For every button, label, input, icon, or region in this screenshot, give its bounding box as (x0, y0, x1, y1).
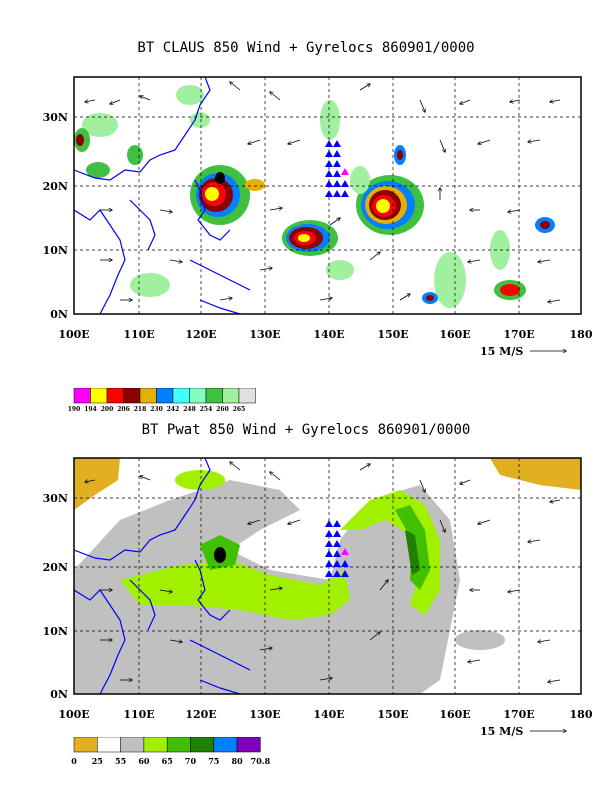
top-colorbar-swatch (90, 388, 108, 404)
bottom-lon-label: 140E (313, 708, 344, 721)
top-colorbar-label: 254 (200, 406, 213, 412)
top-panel-title: BT CLAUS 850 Wind + Gyrelocs 860901/0000 (137, 40, 475, 56)
bottom-colorbar-label: 70.8 (251, 756, 271, 766)
bottom-colorbar-label: 70 (185, 756, 197, 766)
bottom-lon-label: 160E (439, 708, 470, 721)
top-wind-vectors (85, 82, 561, 302)
top-lon-label: 100E (58, 328, 89, 341)
bottom-shading (74, 458, 581, 694)
top-colorbar-swatch (106, 388, 124, 404)
top-colorbar-swatch (205, 388, 223, 404)
bottom-colorbar: 0 25 55 60 65 70 75 80 70.8 (71, 737, 271, 766)
top-lon-label: 130E (249, 328, 280, 341)
top-colorbar-swatch (139, 388, 157, 404)
top-map-frame (73, 76, 582, 315)
top-lat-label: 10N (43, 244, 68, 257)
bottom-map-frame (73, 457, 582, 695)
bottom-lon-label: 120E (185, 708, 216, 721)
bottom-lon-label: 180 (570, 708, 593, 721)
top-colorbar-label: 248 (183, 406, 196, 412)
bottom-gyre-markers (325, 520, 349, 577)
top-vector-scale-label: 15 M/S (480, 345, 523, 358)
top-lon-label: 150E (377, 328, 408, 341)
top-colorbar-swatch (123, 388, 141, 404)
top-colorbar-label: 242 (167, 406, 180, 412)
top-gyre-markers (325, 140, 349, 197)
bottom-coastline (74, 458, 251, 694)
bottom-lat-labels: 30N 20N 10N 0N (43, 492, 68, 701)
top-lon-label: 140E (313, 328, 344, 341)
bottom-colorbar-swatch (97, 737, 121, 753)
bottom-lat-label: 10N (43, 625, 68, 638)
bottom-colorbar-swatch (166, 737, 191, 753)
bottom-lon-label: 150E (377, 708, 408, 721)
bottom-lat-label: 0N (50, 688, 68, 701)
bottom-colorbar-swatch (236, 737, 261, 753)
top-lon-labels: 100E 110E 120E 130E 140E 150E 160E 170E … (58, 328, 593, 341)
top-colorbar-swatch (222, 388, 240, 404)
bottom-colorbar-swatch (143, 737, 168, 753)
top-lon-label: 160E (439, 328, 470, 341)
top-lat-label: 30N (43, 111, 68, 124)
top-colorbar-swatch (189, 388, 207, 404)
bottom-lon-label: 110E (123, 708, 154, 721)
top-lat-labels: 30N 20N 10N 0N (43, 111, 68, 321)
top-lat-label: 20N (43, 180, 68, 193)
top-colorbar-label: 190 (68, 406, 81, 412)
top-colorbar-swatch (156, 388, 174, 404)
top-lon-label: 180 (570, 328, 593, 341)
bottom-colorbar-swatch (213, 737, 238, 753)
top-lat-label: 0N (50, 308, 68, 321)
top-colorbar: 190 194 200 206 218 230 242 248 254 260 265 (68, 388, 256, 412)
bottom-lon-labels: 100E 110E 120E 130E 140E 150E 160E 170E … (58, 708, 593, 721)
top-colorbar-label: 218 (134, 406, 147, 412)
top-colorbar-swatch (73, 388, 91, 404)
bottom-colorbar-swatch (190, 737, 215, 753)
top-colorbar-label: 200 (101, 406, 114, 412)
top-colorbar-label: 194 (84, 406, 97, 412)
bottom-colorbar-label: 0 (71, 756, 77, 766)
bottom-colorbar-label: 65 (162, 756, 173, 766)
bottom-map: 30N 20N 10N 0N 100E 110E 120E 130E 140E … (43, 457, 593, 738)
bottom-panel-title: BT Pwat 850 Wind + Gyrelocs 860901/0000 (141, 422, 471, 438)
top-shading (74, 85, 555, 308)
top-lon-label: 120E (185, 328, 216, 341)
bottom-colorbar-label: 55 (115, 756, 126, 766)
bottom-colorbar-label: 80 (232, 756, 244, 766)
top-colorbar-label: 230 (150, 406, 163, 412)
top-coastline (74, 77, 251, 314)
bottom-colorbar-swatch (120, 737, 145, 753)
top-colorbar-swatch (238, 388, 256, 404)
top-colorbar-label: 265 (233, 406, 246, 412)
bottom-vector-scale-label: 15 M/S (480, 725, 523, 738)
top-colorbar-label: 260 (216, 406, 229, 412)
bottom-colorbar-label: 75 (208, 756, 219, 766)
bottom-lat-label: 30N (43, 492, 68, 505)
bottom-wind-vectors (85, 462, 561, 682)
bottom-lat-label: 20N (43, 561, 68, 574)
top-colorbar-swatch (172, 388, 190, 404)
bottom-colorbar-label: 25 (92, 756, 103, 766)
bottom-lon-label: 100E (58, 708, 89, 721)
top-colorbar-label: 206 (117, 406, 130, 412)
top-map: 30N 20N 10N 0N 100E 110E 120E 130E 140E … (43, 76, 593, 358)
bottom-lon-label: 170E (503, 708, 534, 721)
bottom-colorbar-swatch (73, 737, 98, 753)
top-lon-label: 170E (503, 328, 534, 341)
bottom-colorbar-label: 60 (138, 756, 150, 766)
top-lon-label: 110E (123, 328, 154, 341)
bottom-lon-label: 130E (249, 708, 280, 721)
